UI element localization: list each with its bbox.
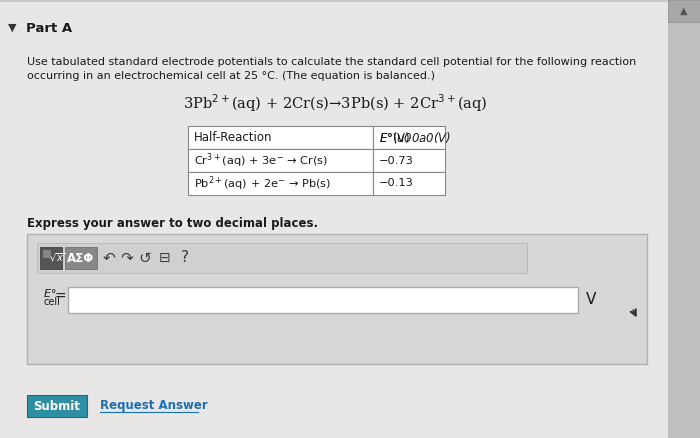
Bar	[188, 172, 373, 195]
Text: V: V	[586, 293, 596, 307]
Text: Express your answer to two decimal places.: Express your answer to two decimal place…	[27, 218, 318, 230]
Text: cell: cell	[43, 297, 60, 307]
Text: ΑΣΦ: ΑΣΦ	[67, 251, 94, 265]
Text: ▲: ▲	[680, 6, 687, 16]
Bar	[0, 0, 668, 2]
Text: Use tabulated standard electrode potentials to calculate the standard cell poten: Use tabulated standard electrode potenti…	[27, 57, 636, 67]
Text: ▼: ▼	[8, 23, 16, 33]
Text: ↺: ↺	[139, 251, 151, 265]
Text: ↷: ↷	[120, 251, 134, 265]
Text: occurring in an electrochemical cell at 25 °C. (The equation is balanced.): occurring in an electrochemical cell at …	[27, 71, 435, 81]
Text: $E°$: $E°$	[43, 287, 57, 299]
Text: −0.13: −0.13	[379, 179, 414, 188]
Bar	[373, 126, 445, 149]
Text: Pb$^{2+}$(aq) + 2e$^{-}$ → Pb(s): Pb$^{2+}$(aq) + 2e$^{-}$ → Pb(s)	[194, 174, 331, 193]
Bar	[27, 395, 87, 417]
Bar	[37, 243, 527, 273]
Bar	[40, 247, 62, 269]
Bar	[65, 247, 97, 269]
Bar	[43, 250, 51, 258]
Bar	[373, 172, 445, 195]
Text: 3Pb$^{2+}$(aq) + 2Cr(s)→3Pb(s) + 2Cr$^{3+}$(aq): 3Pb$^{2+}$(aq) + 2Cr(s)→3Pb(s) + 2Cr$^{3…	[183, 92, 487, 114]
Text: =: =	[54, 290, 66, 304]
Bar	[668, 0, 700, 22]
Text: Cr$^{3+}$(aq) + 3e$^{-}$ → Cr(s): Cr$^{3+}$(aq) + 3e$^{-}$ → Cr(s)	[194, 151, 328, 170]
Text: ?: ?	[181, 251, 189, 265]
Text: Part A: Part A	[26, 21, 72, 35]
Bar	[188, 126, 373, 149]
Bar	[668, 0, 700, 438]
Text: $E°$\u00a0(V): $E°$\u00a0(V)	[379, 130, 452, 145]
Text: ↶: ↶	[103, 251, 116, 265]
Text: Request Answer: Request Answer	[100, 399, 208, 413]
Bar	[373, 149, 445, 172]
Text: ⊟: ⊟	[159, 251, 171, 265]
Bar	[68, 287, 578, 313]
Text: Half-Reaction: Half-Reaction	[194, 131, 272, 144]
Text: $\sqrt{x}$: $\sqrt{x}$	[49, 252, 65, 264]
Text: $\it{E}$°(V): $\it{E}$°(V)	[379, 130, 410, 145]
Bar	[188, 149, 373, 172]
Bar	[27, 234, 647, 364]
Text: Submit: Submit	[34, 399, 80, 413]
Text: −0.73: −0.73	[379, 155, 414, 166]
